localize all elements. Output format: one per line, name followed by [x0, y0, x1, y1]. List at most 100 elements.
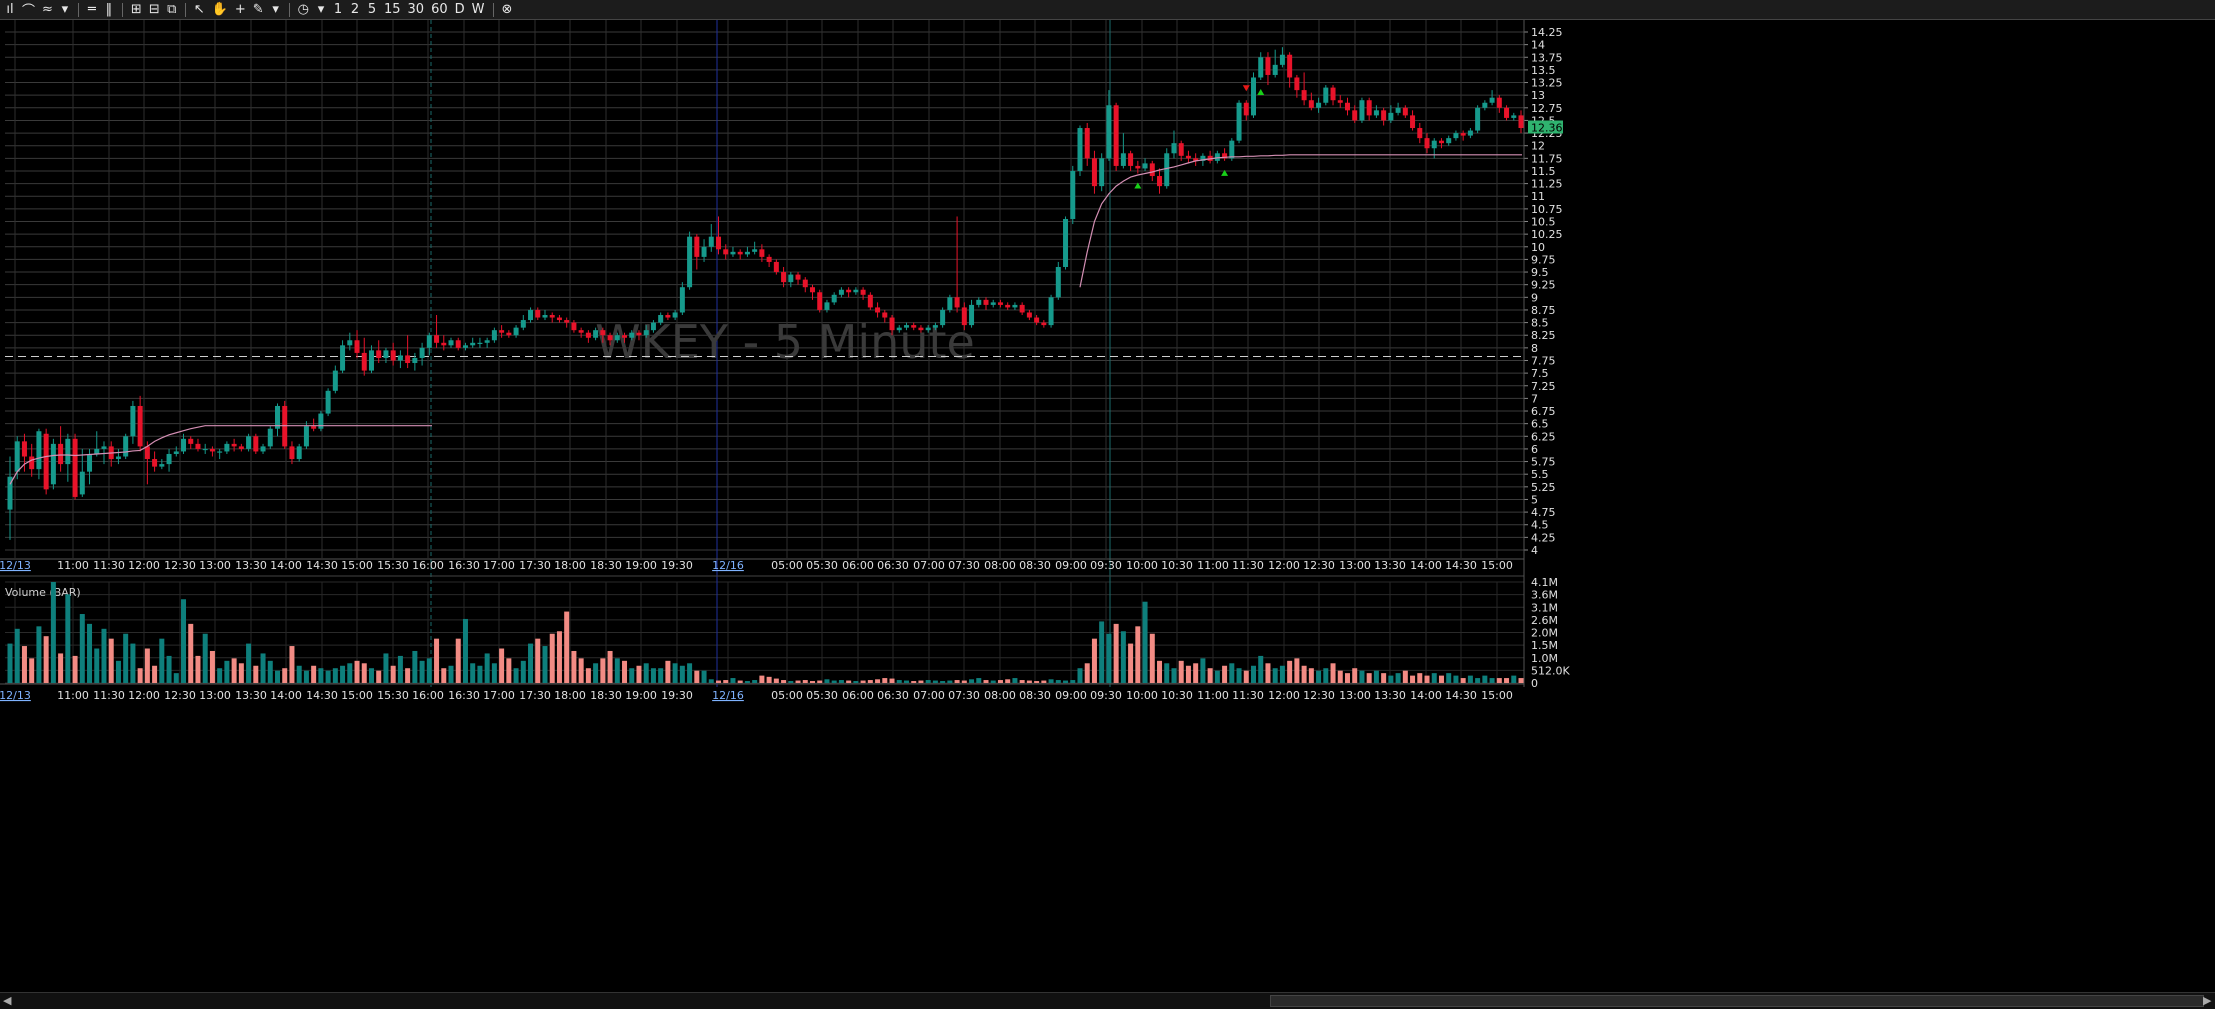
- time-tick-label: 19:00: [625, 559, 657, 572]
- candle-body: [896, 327, 902, 331]
- candle-body: [535, 309, 541, 318]
- volume-bar: [238, 663, 244, 683]
- chevron-down-icon[interactable]: ▾: [272, 2, 279, 17]
- horizontal-layout-icon[interactable]: ═: [88, 2, 96, 17]
- volume-bar: [831, 680, 837, 683]
- scroll-left-arrow-icon[interactable]: ◀: [3, 994, 12, 1007]
- price-tick-label: 8.75: [1531, 304, 1556, 317]
- clock-icon[interactable]: ◷: [297, 2, 309, 17]
- candle-body: [253, 436, 259, 452]
- candle-body: [1077, 128, 1083, 171]
- candle-body: [188, 438, 194, 444]
- volume-bar: [1460, 678, 1466, 683]
- volume-time-tick-label: 10:00: [1126, 689, 1158, 702]
- volume-bar: [564, 611, 570, 683]
- candle-body: [325, 390, 331, 414]
- volume-bar: [528, 643, 534, 683]
- candle-body: [260, 446, 266, 452]
- interval-5-button[interactable]: 5: [367, 2, 377, 17]
- volume-bar: [687, 663, 693, 683]
- candle-body: [29, 456, 35, 470]
- candle-body: [506, 332, 512, 336]
- candle-body: [737, 251, 743, 255]
- crosshair-icon[interactable]: +: [234, 2, 246, 17]
- vertical-layout-icon[interactable]: ‖: [105, 2, 113, 17]
- candle-body: [470, 342, 476, 346]
- volume-bar: [1135, 626, 1141, 683]
- scroll-right-arrow-icon[interactable]: ▶: [2203, 994, 2212, 1007]
- candle-body: [1467, 130, 1473, 136]
- candle-body: [643, 330, 649, 336]
- snapshot-icon[interactable]: ⧉: [167, 2, 177, 17]
- interval-30-button[interactable]: 30: [407, 2, 425, 17]
- candle-body: [1388, 112, 1394, 121]
- candle-body: [1236, 102, 1242, 141]
- candle-body: [867, 294, 873, 308]
- price-tick-label: 12.75: [1531, 102, 1563, 115]
- interval-w-button[interactable]: W: [471, 2, 485, 17]
- volume-bar: [694, 670, 700, 683]
- candle-body: [1120, 153, 1126, 166]
- interval-15-button[interactable]: 15: [383, 2, 401, 17]
- hand-icon[interactable]: ✋: [211, 2, 228, 17]
- volume-bar: [477, 665, 483, 683]
- candlestick-chart[interactable]: WKEY - 5 Minute14.251413.7513.513.251312…: [0, 20, 2215, 992]
- pointer-icon[interactable]: ↖: [193, 2, 205, 17]
- split-icon[interactable]: ⊟: [148, 2, 160, 17]
- bar-type-icon[interactable]: ıl: [6, 2, 14, 17]
- toolbar-separator: [492, 2, 494, 17]
- volume-bar: [1084, 663, 1090, 683]
- chevron-down-icon[interactable]: ▾: [317, 2, 325, 17]
- time-tick-label: 09:30: [1090, 559, 1122, 572]
- interval-60-button[interactable]: 60: [431, 2, 448, 17]
- grid-icon[interactable]: ⊞: [130, 2, 142, 17]
- style-icon[interactable]: ≈: [42, 2, 53, 17]
- candle-body: [181, 438, 187, 452]
- time-tick-label: 08:30: [1019, 559, 1051, 572]
- volume-bar: [969, 679, 975, 683]
- interval-d-button[interactable]: D: [454, 2, 465, 17]
- volume-bar: [614, 658, 620, 683]
- candle-body: [72, 438, 78, 497]
- time-tick-label: 08:00: [984, 559, 1016, 572]
- candle-body: [1113, 105, 1119, 166]
- candle-body: [809, 287, 815, 293]
- candle-body: [412, 357, 418, 364]
- price-tick-label: 7: [1531, 392, 1538, 405]
- volume-bar: [1019, 680, 1025, 683]
- volume-bar: [1366, 673, 1372, 683]
- volume-bar: [318, 668, 324, 683]
- volume-bar: [730, 678, 736, 683]
- volume-time-tick-label: 06:30: [877, 689, 909, 702]
- volume-bar: [585, 668, 591, 683]
- volume-bar: [195, 655, 201, 683]
- interval-2-button[interactable]: 2: [350, 2, 360, 17]
- volume-bar: [1446, 673, 1452, 683]
- candle-body: [694, 236, 700, 257]
- close-circle-icon[interactable]: ⊗: [501, 2, 513, 17]
- candle-body: [1157, 176, 1163, 187]
- candle-body: [137, 405, 143, 447]
- volume-bar: [795, 680, 801, 683]
- volume-bar: [1308, 668, 1314, 683]
- candle-body: [911, 325, 917, 328]
- draw-icon[interactable]: ✎: [252, 2, 264, 17]
- price-tick-label: 14: [1531, 39, 1545, 52]
- candle-body: [1128, 153, 1134, 166]
- interval-1-button[interactable]: 1: [333, 2, 343, 17]
- time-tick-label: 11:30: [93, 559, 125, 572]
- volume-bar: [1243, 670, 1249, 683]
- volume-tick-label: 0: [1531, 677, 1538, 690]
- candle-body: [1034, 317, 1040, 323]
- chevron-down-icon[interactable]: ▾: [61, 2, 69, 17]
- volume-bar: [1504, 678, 1510, 683]
- volume-bar: [954, 680, 960, 683]
- scroll-thumb[interactable]: [1270, 995, 2204, 1007]
- line-type-icon[interactable]: ⌒: [22, 4, 36, 19]
- volume-bar: [390, 665, 396, 683]
- price-tick-label: 13.75: [1531, 51, 1563, 64]
- candle-body: [231, 443, 237, 447]
- candle-body: [1337, 100, 1343, 103]
- candle-body: [441, 342, 447, 346]
- horizontal-scrollbar[interactable]: ◀ ▶: [0, 992, 2215, 1009]
